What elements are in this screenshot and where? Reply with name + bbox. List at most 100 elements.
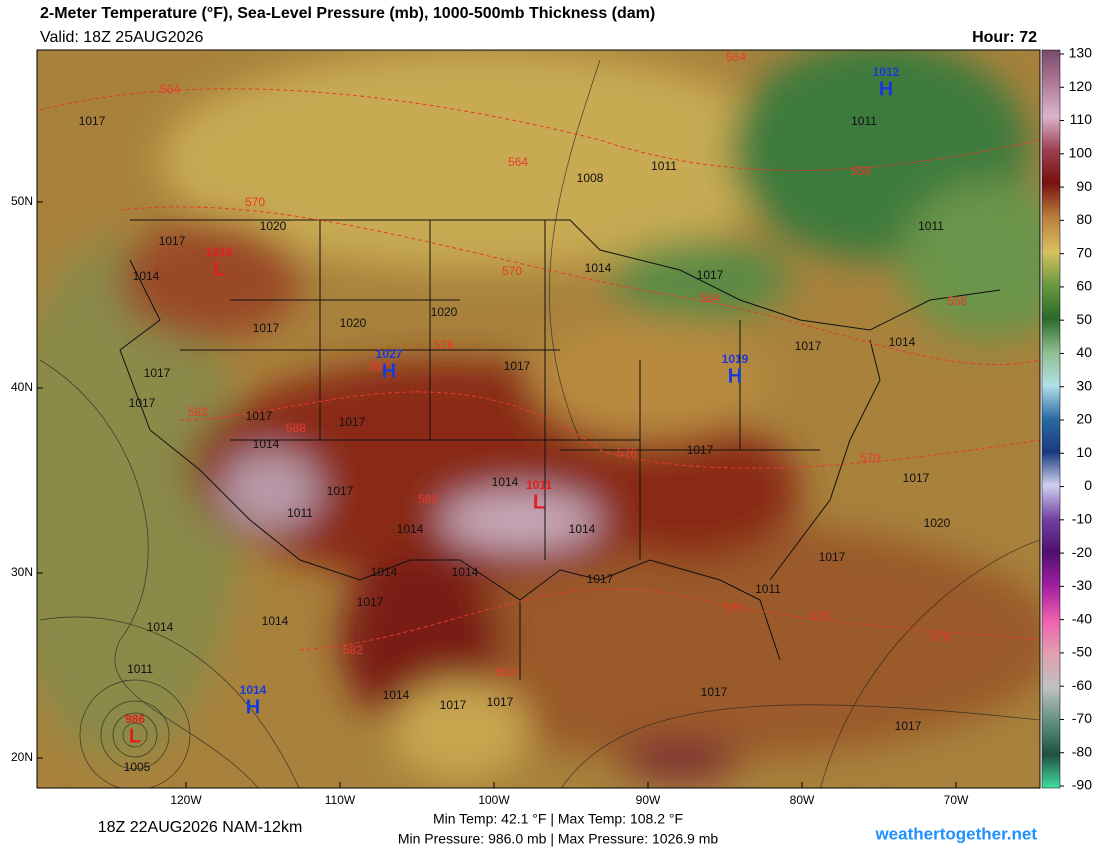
isobar-label: 1011: [651, 159, 677, 173]
isobar-label: 1017: [327, 484, 354, 498]
colorbar-label: 120: [1069, 78, 1093, 94]
isobar-label: 1020: [924, 516, 951, 530]
isobar-label: 1017: [440, 698, 467, 712]
isobar-label: 1008: [577, 171, 604, 185]
borders: [119, 219, 1001, 680]
temperature-stats: Min Temp: 42.1 °F | Max Temp: 108.2 °F: [433, 811, 683, 827]
center-value: 1012: [873, 65, 900, 79]
isobar-label: 1011: [127, 662, 153, 676]
lon-label: 80W: [790, 793, 815, 807]
isobar-label: 1017: [253, 321, 280, 335]
thickness-label: 576: [617, 446, 637, 460]
center-letter: L: [533, 491, 545, 513]
pressure-stats: Min Pressure: 986.0 mb | Max Pressure: 1…: [398, 831, 719, 847]
isobar-label: 1017: [79, 114, 106, 128]
colorbar-label: -50: [1072, 644, 1092, 660]
isobar-label: 1017: [819, 550, 846, 564]
isobar-label: 1017: [903, 471, 930, 485]
center-value: 986: [125, 712, 145, 726]
site-link[interactable]: weathertogether.net: [874, 824, 1037, 843]
isobar-label: 1020: [340, 316, 367, 330]
isobar-label: 1005: [124, 760, 151, 774]
colorbar-label: -70: [1072, 710, 1092, 726]
colorbar-label: 50: [1076, 311, 1092, 327]
thickness-label: 570: [860, 451, 880, 465]
valid-time: Valid: 18Z 25AUG2026: [40, 29, 203, 46]
isobar-label: 1011: [918, 219, 944, 233]
center-letter: H: [382, 360, 396, 382]
thickness-label: 576: [434, 338, 454, 352]
center-value: 1019: [722, 352, 749, 366]
colorbar-label: 40: [1076, 344, 1092, 360]
map-frame: [36, 49, 1041, 789]
isobar-label: 1017: [144, 366, 171, 380]
title: 2-Meter Temperature (°F), Sea-Level Pres…: [40, 5, 655, 22]
model-run: 18Z 22AUG2026 NAM-12km: [98, 819, 303, 836]
lon-label: 120W: [170, 793, 202, 807]
isobar-label: 1017: [129, 396, 156, 410]
isobar-label: 1020: [260, 219, 287, 233]
colorbar-label: -10: [1072, 511, 1092, 527]
thickness-lines: [39, 88, 1040, 651]
colorbar-label: 70: [1076, 244, 1092, 260]
center-value: 1014: [240, 683, 267, 697]
lat-label: 40N: [11, 380, 33, 394]
colorbar-label: 20: [1076, 411, 1092, 427]
isobar-label: 1014: [253, 437, 280, 451]
isobar-label: 1014: [133, 269, 160, 283]
thickness-label: 576: [930, 630, 950, 644]
isobar-label: 1017: [159, 234, 186, 248]
colorbar-label: 0: [1084, 477, 1092, 493]
isobar-label: 1017: [795, 339, 822, 353]
forecast-hour: Hour: 72: [972, 29, 1037, 46]
thickness-label: 558: [947, 294, 967, 308]
isobar-label: 1014: [889, 335, 916, 349]
colorbar-label: 10: [1076, 444, 1092, 460]
lat-label: 20N: [11, 750, 33, 764]
thickness-label: 564: [508, 155, 528, 169]
thickness-label: 582: [188, 405, 208, 419]
center-value: 1018: [206, 245, 233, 259]
thickness-label: 582: [496, 665, 516, 679]
colorbar-label: -60: [1072, 677, 1092, 693]
center-letter: H: [246, 696, 260, 718]
center-letter: L: [129, 725, 141, 747]
colorbar-label: -30: [1072, 577, 1092, 593]
colorbar-label: -40: [1072, 610, 1092, 626]
center-value: 1011: [526, 478, 552, 492]
isobar-label: 1014: [383, 688, 410, 702]
lon-label: 110W: [325, 793, 356, 807]
thickness-label: 570: [502, 264, 522, 278]
thickness-label: 564: [160, 82, 180, 96]
isobar-label: 1011: [287, 506, 313, 520]
thickness-label: 588: [286, 421, 306, 435]
isobar-label: 1017: [339, 415, 366, 429]
center-letter: H: [728, 365, 742, 387]
isobar-label: 1017: [697, 268, 724, 282]
thickness-label: 582: [369, 359, 389, 373]
isobar-label: 1014: [397, 522, 424, 536]
thickness-label: 588: [418, 492, 438, 506]
isobar-label: 1014: [262, 614, 289, 628]
isobar-label: 1017: [701, 685, 728, 699]
isobar-label: 1017: [587, 572, 614, 586]
isobar-label: 1017: [504, 359, 531, 373]
isobar-label: 1014: [147, 620, 174, 634]
center-letter: H: [879, 78, 893, 100]
colorbar-label: 80: [1076, 211, 1092, 227]
center-value: 1027: [376, 347, 403, 361]
colorbar-label: 60: [1076, 278, 1092, 294]
isobar-label: 1011: [755, 582, 781, 596]
isobar-label: 1017: [895, 719, 922, 733]
isobar-label: 1017: [487, 695, 514, 709]
isobar-label: 1014: [371, 565, 398, 579]
colorbar-label: 30: [1076, 377, 1092, 393]
colorbar-label: 130: [1069, 45, 1093, 61]
isobar-label: 1017: [357, 595, 384, 609]
colorbar: [1041, 49, 1061, 789]
lon-label: 90W: [636, 793, 661, 807]
isobar-label: 1020: [431, 305, 458, 319]
thickness-label: 564: [700, 291, 720, 305]
map: [37, 50, 1040, 788]
